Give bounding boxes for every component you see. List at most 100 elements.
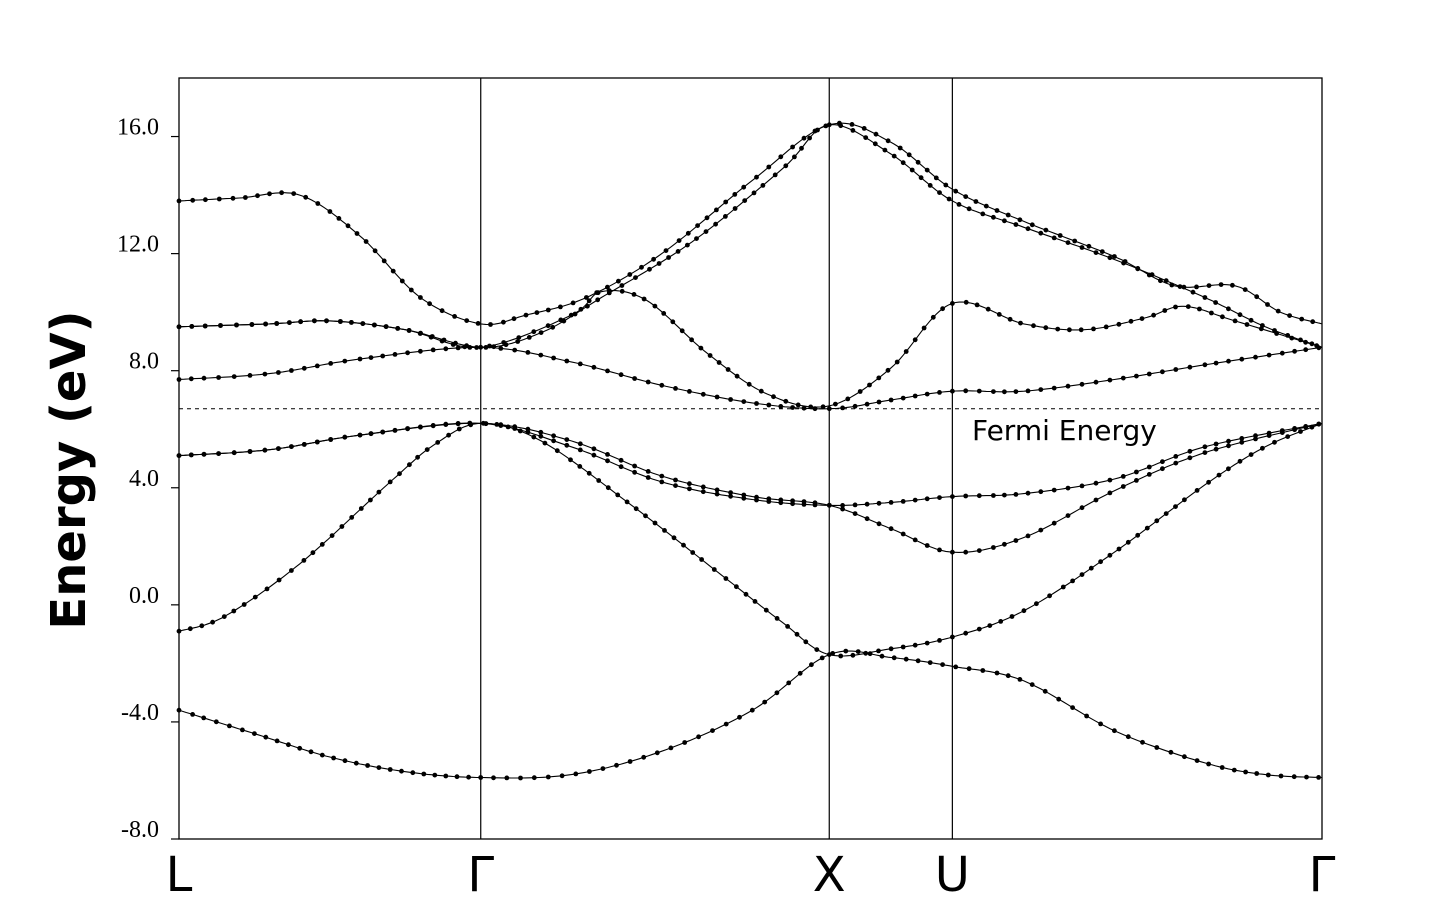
band-point [395, 326, 401, 331]
band-point [1248, 317, 1254, 323]
band-point [349, 320, 354, 325]
band-point [689, 337, 694, 343]
band-point [1112, 728, 1117, 734]
band-point [867, 382, 872, 388]
band-point [1007, 316, 1013, 322]
band-point [1002, 218, 1007, 224]
band-point [953, 188, 959, 194]
band-8 [179, 122, 1323, 326]
band-point [1060, 584, 1066, 590]
band-point [766, 164, 772, 170]
band-point [912, 537, 918, 543]
band-point [1260, 323, 1265, 328]
band-point [632, 376, 637, 381]
band-point [176, 198, 182, 204]
band-point [498, 346, 504, 351]
band-point [512, 347, 518, 353]
band-point [1237, 458, 1243, 464]
band-point [627, 272, 633, 277]
band-point [681, 542, 686, 548]
band-point [1134, 469, 1139, 475]
band-point [809, 662, 814, 668]
band-point [353, 760, 359, 766]
band-point [615, 492, 621, 498]
band-point [641, 296, 647, 302]
band-point [1239, 439, 1245, 445]
band-point [483, 421, 489, 427]
band-point [368, 355, 374, 360]
band-point [632, 463, 637, 469]
band-point [262, 447, 268, 453]
band-point [687, 389, 692, 394]
band-point [1173, 304, 1178, 310]
band-point [407, 462, 412, 468]
band-point [561, 318, 567, 324]
band-point [624, 499, 630, 505]
y-tick-label: -8.0 [121, 817, 159, 843]
band-point [1182, 497, 1187, 503]
band-point [762, 699, 768, 705]
band-point [987, 623, 993, 628]
band-point [512, 426, 518, 431]
band-point [837, 120, 842, 126]
band-point [262, 371, 268, 377]
band-point [976, 388, 982, 394]
band-point [358, 506, 364, 511]
band-point [976, 626, 982, 632]
band-point [310, 550, 316, 556]
band-point [1232, 318, 1238, 324]
band-point [1162, 308, 1168, 313]
band-point [1194, 758, 1200, 763]
band-point [1202, 450, 1208, 455]
band-point [1209, 310, 1214, 316]
band-point [687, 481, 692, 487]
band-point [314, 363, 320, 369]
band-point [1002, 389, 1007, 395]
band-point [1103, 324, 1109, 330]
band-point [1038, 527, 1044, 533]
band-point [1226, 438, 1231, 444]
band-point [1029, 222, 1035, 228]
band-point [940, 306, 945, 312]
band-point [1051, 487, 1057, 493]
band-point [991, 545, 996, 550]
band-point [641, 754, 647, 760]
band-point [339, 524, 345, 529]
band-point [1125, 539, 1131, 545]
band-6 [178, 290, 1323, 408]
band-point [345, 223, 351, 229]
band-point [443, 773, 449, 779]
band-point [564, 437, 570, 442]
band-point [1128, 318, 1134, 324]
band-point [1316, 421, 1322, 427]
band-point [963, 630, 969, 636]
band-point [943, 182, 949, 188]
band-point [475, 321, 481, 326]
fermi-energy-label: Fermi Energy [972, 414, 1157, 447]
band-point [930, 314, 936, 320]
band-point [728, 493, 733, 499]
band-point [1009, 614, 1015, 619]
band-point [1248, 452, 1254, 457]
band-point [937, 190, 942, 196]
band-point [966, 206, 972, 212]
band-point [201, 375, 207, 381]
band-point [754, 401, 759, 406]
band-point [327, 209, 333, 214]
band-point [392, 427, 398, 433]
band-point [812, 502, 818, 508]
band-point [807, 135, 812, 141]
band-point [380, 429, 386, 435]
band-point [255, 193, 260, 199]
band-point [586, 470, 592, 476]
band-point [518, 775, 523, 781]
band-point [287, 320, 292, 325]
band-point [405, 350, 410, 356]
band-point [252, 731, 257, 736]
band-point [491, 344, 497, 350]
band-point [1181, 284, 1187, 290]
band-point [397, 471, 402, 477]
band-point [427, 301, 432, 307]
band-point [1093, 250, 1099, 256]
band-point [454, 774, 460, 780]
